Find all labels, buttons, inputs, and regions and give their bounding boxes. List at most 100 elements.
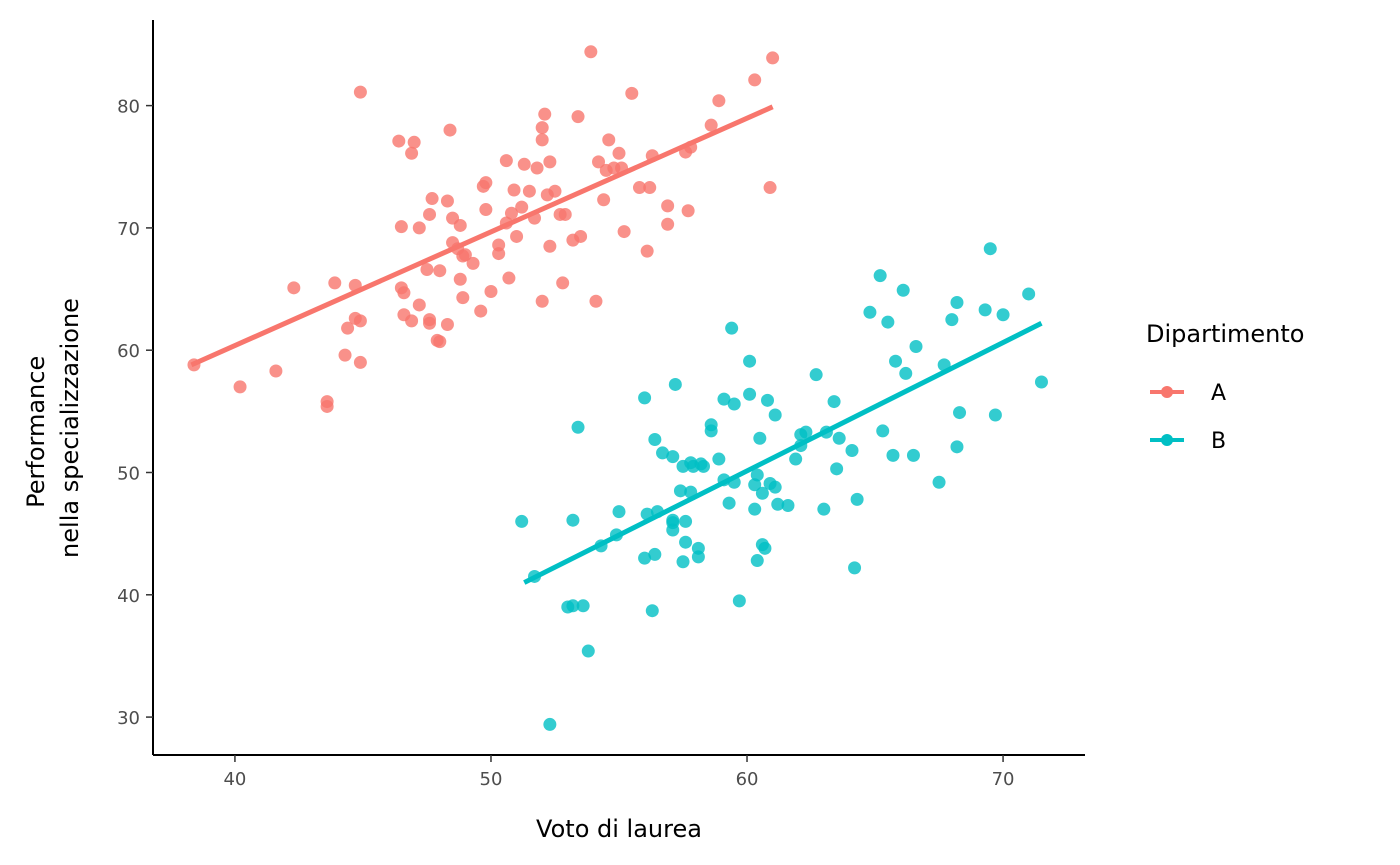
data-point	[466, 256, 480, 270]
trend-line	[190, 104, 774, 368]
data-point	[440, 318, 454, 332]
data-point	[1022, 287, 1036, 301]
y-tick-label: 50	[117, 463, 140, 484]
data-point	[502, 271, 516, 285]
data-point	[338, 348, 352, 362]
data-point	[484, 284, 498, 298]
data-point	[732, 594, 746, 608]
data-point	[983, 242, 997, 256]
data-point	[766, 51, 780, 65]
data-point	[850, 492, 864, 506]
data-point	[612, 146, 626, 160]
legend-label: B	[1211, 429, 1226, 454]
data-point	[978, 303, 992, 317]
data-point	[679, 535, 693, 549]
data-point	[530, 161, 544, 175]
data-point	[341, 321, 355, 335]
data-point	[648, 547, 662, 561]
data-point	[589, 294, 603, 308]
data-point	[597, 193, 611, 207]
data-point	[863, 305, 877, 319]
data-point	[353, 85, 367, 99]
data-point	[412, 221, 426, 235]
data-point	[768, 408, 782, 422]
y-tick-label: 80	[117, 97, 140, 118]
data-point	[507, 183, 521, 197]
data-point	[643, 181, 657, 195]
data-point	[440, 194, 454, 208]
data-point	[515, 514, 529, 528]
data-point	[640, 244, 654, 258]
data-point	[668, 377, 682, 391]
data-point	[648, 432, 662, 446]
data-point	[743, 354, 757, 368]
data-point	[666, 450, 680, 464]
data-point	[287, 281, 301, 295]
data-point	[817, 502, 831, 516]
data-point	[676, 555, 690, 569]
data-point	[758, 541, 772, 555]
data-point	[679, 514, 693, 528]
data-point	[566, 599, 580, 613]
data-point	[896, 283, 910, 297]
data-point	[722, 496, 736, 510]
data-point	[474, 304, 488, 318]
data-point	[889, 354, 903, 368]
data-point	[456, 291, 470, 305]
data-point	[353, 314, 367, 328]
data-point	[499, 154, 513, 168]
data-point	[233, 380, 247, 394]
data-point	[696, 459, 710, 473]
data-point	[932, 475, 946, 489]
data-point	[753, 431, 767, 445]
data-point	[543, 717, 557, 731]
data-point	[405, 314, 419, 328]
data-point	[543, 155, 557, 169]
data-point	[510, 229, 524, 243]
data-point	[799, 425, 813, 439]
data-point	[397, 286, 411, 300]
y-tick-label: 70	[117, 219, 140, 240]
data-point	[433, 335, 447, 349]
x-tick-label: 60	[736, 769, 759, 790]
data-point	[423, 316, 437, 330]
y-axis: 30 40 50 60 70 80	[117, 20, 154, 755]
data-point	[789, 452, 803, 466]
data-point	[571, 420, 585, 434]
data-point	[556, 276, 570, 290]
data-point	[691, 550, 705, 564]
x-tick-label: 40	[223, 769, 246, 790]
series-b	[515, 242, 1048, 731]
data-point	[453, 272, 467, 286]
data-point	[873, 269, 887, 283]
data-point	[625, 86, 639, 100]
data-point	[832, 431, 846, 445]
data-point	[755, 486, 769, 500]
data-point	[425, 192, 439, 206]
legend-item-a: A	[1150, 381, 1226, 406]
x-axis: 40 50 60 70	[153, 754, 1085, 790]
data-point	[996, 308, 1010, 322]
y-axis-title-line-2: nella specializzazione	[56, 298, 84, 558]
y-axis-title-line-1: Performance	[22, 356, 50, 508]
data-point	[269, 364, 283, 378]
data-point	[479, 176, 493, 190]
trend-line	[523, 321, 1043, 585]
data-point	[420, 262, 434, 276]
data-point	[423, 207, 437, 221]
legend-label: A	[1211, 381, 1226, 406]
data-point	[945, 313, 959, 327]
y-axis-title: Performance nella specializzazione	[22, 298, 84, 558]
y-tick-label: 60	[117, 341, 140, 362]
data-point	[953, 406, 967, 420]
data-point	[517, 157, 531, 171]
data-point	[433, 264, 447, 278]
data-point	[405, 146, 419, 160]
plot-panel	[187, 45, 1048, 731]
data-point	[638, 551, 652, 565]
data-point	[548, 184, 562, 198]
data-point	[328, 276, 342, 290]
data-point	[712, 94, 726, 108]
data-point	[392, 134, 406, 148]
